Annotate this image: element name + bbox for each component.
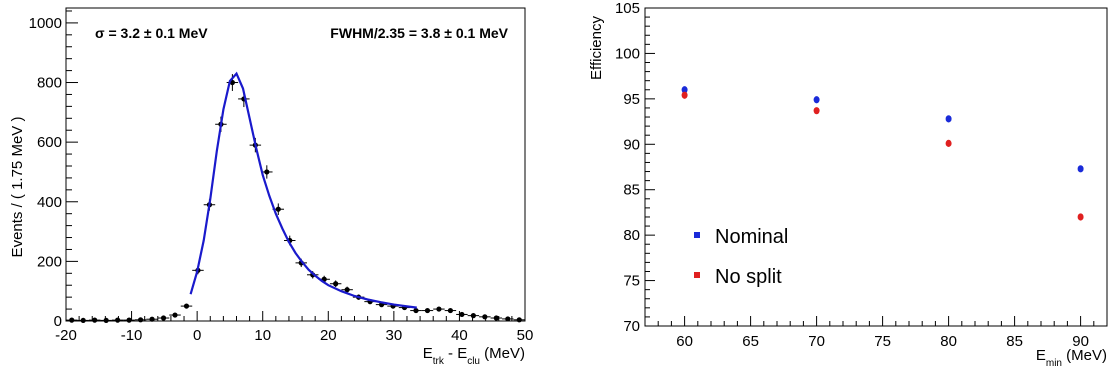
left-x-tick-label: 10 <box>254 327 271 344</box>
right-point-no-split <box>945 139 952 147</box>
right-x-title-sub: min <box>1046 358 1062 369</box>
left-y-axis: 0 200 400 600 800 1000 <box>29 10 78 330</box>
left-histogram-chart: -20 -10 0 10 20 30 40 50 0 200 400 600 800 1000 σ = … <box>9 7 533 367</box>
right-point-nominal <box>813 96 820 104</box>
left-data-point <box>126 317 132 323</box>
left-data-point <box>505 316 511 322</box>
left-y-tick-label: 600 <box>37 134 62 151</box>
right-y-tick-label: 95 <box>623 91 640 108</box>
left-data-point <box>436 306 442 312</box>
left-data-point <box>115 317 121 323</box>
right-x-tick-label: 90 <box>1072 333 1089 350</box>
left-data-point <box>482 314 488 320</box>
left-data-point <box>275 206 281 212</box>
left-y-tick-label: 400 <box>37 194 62 211</box>
right-y-tick-label: 100 <box>615 45 640 62</box>
left-plot-frame <box>65 7 526 322</box>
left-data-point <box>183 303 190 309</box>
right-point-nominal <box>681 86 688 94</box>
left-data-point <box>516 317 522 323</box>
left-x-tick-label: 50 <box>517 327 534 344</box>
left-data-point <box>493 315 499 321</box>
left-x-title-sub1: trk <box>433 356 445 367</box>
right-x-title-e: E <box>1036 347 1046 364</box>
right-point-no-split <box>1077 213 1084 221</box>
right-x-tick-label: 65 <box>742 333 759 350</box>
left-data-point <box>160 315 167 321</box>
left-data-point <box>459 311 465 318</box>
sigma-annotation: σ = 3.2 ± 0.1 MeV <box>95 25 208 41</box>
legend-marker-nominal <box>694 232 700 238</box>
left-x-tick-label: 0 <box>193 327 201 344</box>
right-x-tick-label: 80 <box>940 333 957 350</box>
right-y-tick-label: 90 <box>623 136 640 153</box>
left-data-point <box>424 307 431 314</box>
right-x-tick-label: 70 <box>808 333 825 350</box>
left-data-point <box>92 317 98 323</box>
right-x-tick-label: 85 <box>1006 333 1023 350</box>
right-x-tick-label: 75 <box>874 333 891 350</box>
legend-label-no-split: No split <box>715 266 782 288</box>
left-y-tick-label: 800 <box>37 75 62 92</box>
right-point-no-split <box>681 91 688 99</box>
left-x-axis-title: Etrk - Eclu (MeV) <box>423 345 525 367</box>
left-fit-curve <box>189 71 417 309</box>
left-x-tick-label: -20 <box>55 327 77 344</box>
right-y-axis: 70 75 80 85 90 95 100 105 <box>615 0 655 335</box>
left-data-points <box>66 74 525 324</box>
right-y-axis-title: Efficiency <box>588 16 605 80</box>
left-x-title-sub2: clu <box>467 356 480 367</box>
left-x-tick-label: 30 <box>386 327 403 344</box>
left-x-axis: -20 -10 0 10 20 30 40 50 <box>55 311 533 344</box>
right-y-tick-label: 70 <box>623 318 640 335</box>
left-data-point <box>264 169 270 175</box>
right-point-nominal <box>1077 165 1084 173</box>
left-x-tick-label: 40 <box>451 327 468 344</box>
left-y-axis-title: Events / ( 1.75 MeV ) <box>9 117 26 258</box>
left-data-point <box>333 281 339 287</box>
left-data-point <box>103 317 109 324</box>
legend-label-nominal: Nominal <box>715 226 788 248</box>
right-x-axis-title: Emin (MeV) <box>1036 347 1107 369</box>
left-x-title-unit: (MeV) <box>480 345 525 362</box>
left-x-tick-label: -10 <box>121 327 143 344</box>
left-data-point <box>149 316 155 322</box>
left-data-point <box>344 287 350 293</box>
right-x-tick-label: 60 <box>676 333 693 350</box>
right-data-points <box>681 86 1084 221</box>
right-y-tick-label: 80 <box>623 227 640 244</box>
right-x-title-unit: (MeV) <box>1062 347 1107 364</box>
legend-marker-no-split <box>694 272 700 278</box>
left-data-point <box>413 307 419 314</box>
right-y-tick-label: 105 <box>615 0 640 17</box>
right-plot-frame <box>644 7 1108 327</box>
left-data-point <box>69 317 75 323</box>
left-x-title-mid: - E <box>444 345 467 362</box>
left-data-point <box>137 317 144 323</box>
right-x-axis: 60 65 70 75 80 85 90 <box>644 316 1108 350</box>
right-point-nominal <box>945 115 952 123</box>
fwhm-annotation: FWHM/2.35 = 3.8 ± 0.1 MeV <box>330 25 508 41</box>
left-x-tick-label: 20 <box>320 327 337 344</box>
right-point-no-split <box>813 107 820 115</box>
left-data-point <box>470 313 476 319</box>
right-y-tick-label: 75 <box>623 273 640 290</box>
left-data-point <box>172 312 178 318</box>
left-x-title-e1: E <box>423 345 433 362</box>
left-data-point <box>447 307 454 314</box>
left-y-tick-label: 0 <box>54 313 62 330</box>
right-y-tick-label: 85 <box>623 182 640 199</box>
right-legend: Nominal No split <box>694 226 788 288</box>
left-data-point <box>80 317 86 324</box>
left-y-tick-label: 1000 <box>29 15 62 32</box>
left-y-tick-label: 200 <box>37 253 62 270</box>
